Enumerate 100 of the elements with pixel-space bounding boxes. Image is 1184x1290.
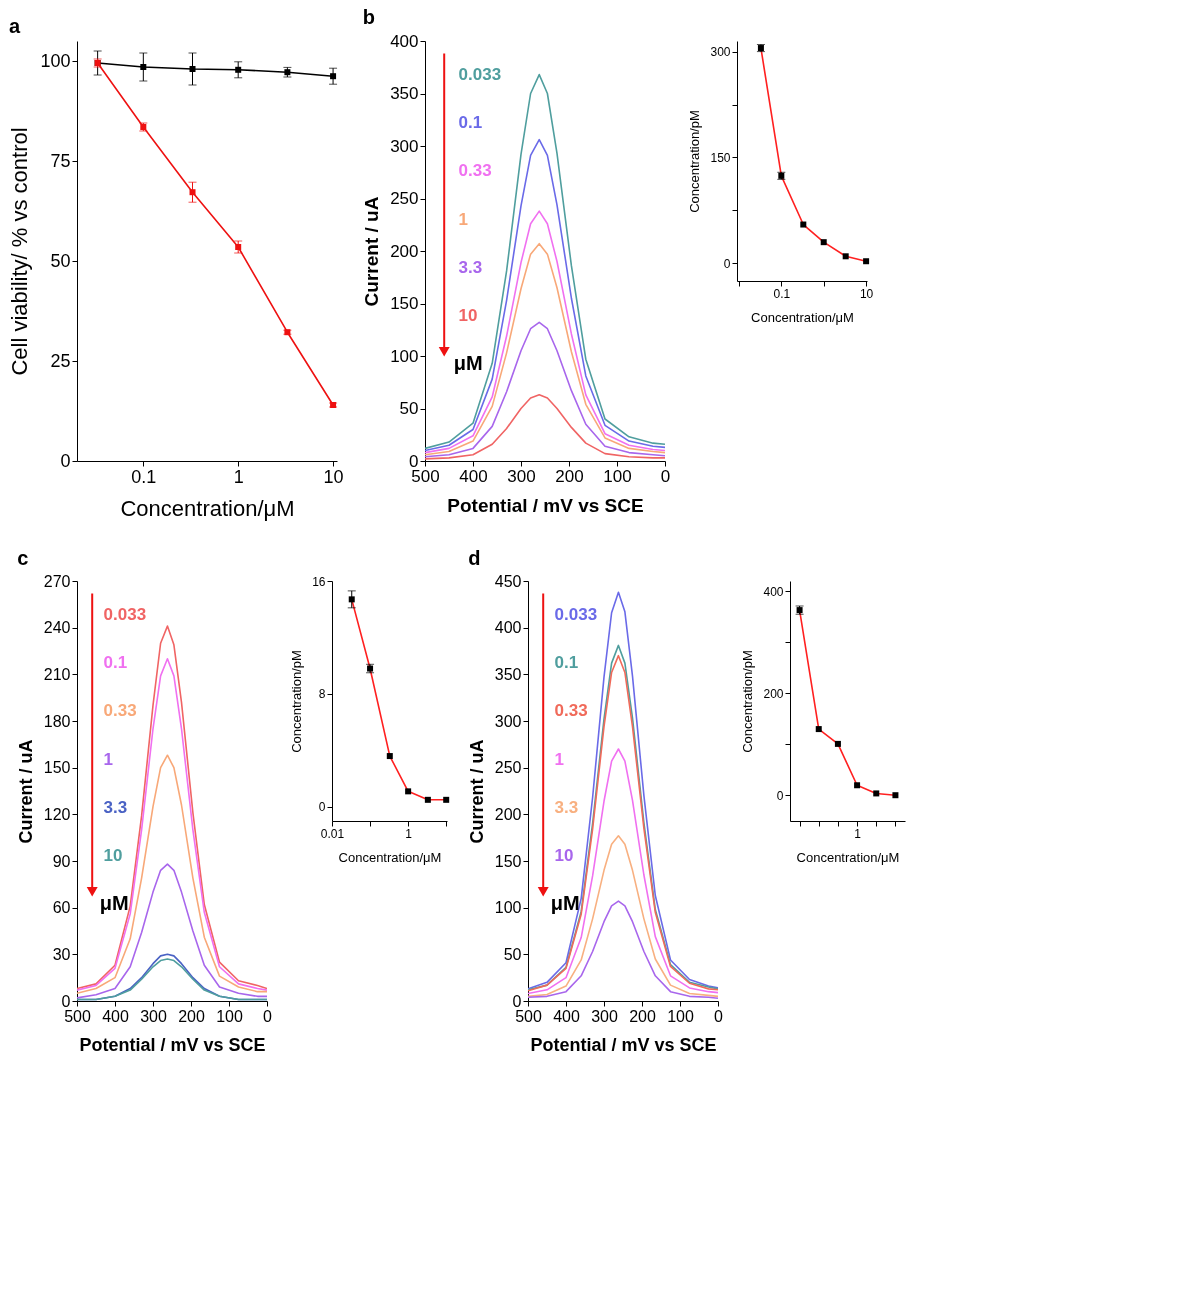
x-axis-title: Concentration/μM bbox=[751, 309, 854, 325]
point bbox=[235, 244, 242, 250]
text: 1 bbox=[103, 749, 114, 769]
point bbox=[842, 253, 849, 260]
series-label: 0.1 bbox=[554, 652, 579, 672]
y-tick-label: 0 bbox=[723, 256, 731, 271]
x-axis-title: Concentration/μM bbox=[338, 849, 442, 865]
point bbox=[854, 782, 861, 789]
text: 3.3 bbox=[103, 797, 128, 817]
y-tick-label: 180 bbox=[43, 712, 71, 730]
point bbox=[800, 221, 807, 228]
y-tick-label: 300 bbox=[390, 136, 419, 156]
x-tick-label: 500 bbox=[515, 1007, 542, 1025]
y-axis-title: Current / uA bbox=[15, 739, 36, 844]
point bbox=[235, 66, 242, 73]
y-tick-label: 75 bbox=[50, 150, 71, 171]
point bbox=[189, 66, 196, 72]
y-tick-label: 0 bbox=[61, 992, 71, 1010]
y-tick-label: 30 bbox=[52, 945, 71, 963]
x-tick-label: 0.01 bbox=[320, 826, 345, 841]
y-axis-title: Current / uA bbox=[361, 196, 383, 307]
x-tick-label: 200 bbox=[629, 1007, 656, 1025]
x-tick-label: 1 bbox=[233, 466, 244, 487]
line-series bbox=[528, 748, 718, 995]
series-label: 0.1 bbox=[103, 652, 128, 672]
x-axis-title: Concentration/μM bbox=[796, 849, 900, 865]
x-tick-label: 100 bbox=[667, 1007, 694, 1025]
y-tick-label: 100 bbox=[494, 899, 522, 917]
x-tick-label: 100 bbox=[216, 1007, 243, 1025]
y-axis-title: Concentration/pM bbox=[740, 650, 756, 753]
x-tick-label: 200 bbox=[555, 466, 584, 486]
text: 10 bbox=[458, 306, 478, 326]
y-axis-title: Concentration/pM bbox=[289, 650, 305, 753]
point bbox=[405, 788, 412, 795]
x-axis-title: Potential / mV vs SCE bbox=[447, 494, 644, 516]
y-tick-label: 100 bbox=[40, 50, 71, 71]
y-tick-label: 300 bbox=[494, 712, 522, 730]
y-tick-label: 0 bbox=[60, 450, 71, 471]
y-tick-label: 150 bbox=[390, 294, 419, 313]
x-tick-label: 0.1 bbox=[131, 466, 157, 487]
y-axis-title: Cell viability/ % vs control bbox=[7, 127, 33, 376]
line-series bbox=[425, 321, 665, 458]
chart-title: a bbox=[8, 15, 21, 37]
x-tick-label: 500 bbox=[64, 1007, 91, 1025]
point bbox=[424, 796, 431, 803]
text: 0.33 bbox=[458, 161, 492, 181]
series-label: 0.33 bbox=[554, 701, 588, 721]
point bbox=[863, 258, 870, 265]
y-tick-label: 400 bbox=[763, 584, 784, 599]
chart-title: d bbox=[468, 547, 481, 569]
y-tick-label: 350 bbox=[390, 84, 419, 103]
x-axis-title: Concentration/μM bbox=[120, 495, 295, 521]
y-tick-label: 100 bbox=[390, 346, 419, 366]
point bbox=[820, 239, 827, 246]
y-tick-label: 0 bbox=[512, 992, 522, 1010]
x-axis-title: Potential / mV vs SCE bbox=[79, 1034, 266, 1055]
text: 0.1 bbox=[458, 112, 483, 132]
y-tick-label: 0 bbox=[776, 788, 784, 803]
series-label: 0.033 bbox=[103, 604, 147, 624]
x-tick-label: 300 bbox=[591, 1007, 618, 1025]
y-tick-label: 200 bbox=[494, 805, 522, 823]
chart-title: b bbox=[362, 6, 375, 28]
y-tick-label: 400 bbox=[390, 31, 419, 51]
y-axis-title: Concentration/pM bbox=[687, 110, 703, 213]
y-tick-label: 270 bbox=[43, 572, 71, 590]
point bbox=[330, 73, 337, 80]
y-axis-title: Current / uA bbox=[466, 739, 487, 844]
y-tick-label: 150 bbox=[710, 150, 731, 165]
y-tick-label: 0 bbox=[318, 800, 326, 815]
y-tick-label: 250 bbox=[390, 189, 419, 208]
y-tick-label: 350 bbox=[494, 665, 522, 683]
point bbox=[348, 596, 355, 603]
y-tick-label: 210 bbox=[43, 665, 71, 683]
point bbox=[189, 189, 196, 196]
x-tick-label: 10 bbox=[323, 466, 344, 487]
y-tick-label: 150 bbox=[43, 759, 71, 777]
annotation: μM bbox=[99, 892, 129, 915]
y-tick-label: 120 bbox=[43, 805, 71, 823]
y-tick-label: 200 bbox=[390, 241, 419, 261]
y-tick-label: 90 bbox=[52, 852, 71, 870]
x-tick-label: 100 bbox=[603, 466, 632, 486]
text: 0.33 bbox=[103, 701, 137, 721]
line-series bbox=[77, 754, 267, 995]
annotation: μM bbox=[453, 352, 483, 375]
series-label: 0.033 bbox=[554, 604, 598, 624]
y-tick-label: 50 bbox=[50, 250, 71, 271]
y-tick-label: 50 bbox=[503, 945, 522, 963]
x-tick-label: 400 bbox=[459, 466, 488, 486]
text: 10 bbox=[554, 846, 574, 866]
y-tick-label: 16 bbox=[312, 574, 326, 589]
y-tick-label: 200 bbox=[763, 686, 784, 701]
line-series bbox=[528, 835, 718, 998]
y-tick-label: 400 bbox=[494, 619, 522, 637]
y-tick-label: 150 bbox=[494, 852, 522, 870]
x-tick-label: 400 bbox=[102, 1007, 129, 1025]
x-tick-label: 300 bbox=[140, 1007, 167, 1025]
x-tick-label: 0 bbox=[660, 466, 671, 486]
point bbox=[443, 796, 450, 803]
y-tick-label: 300 bbox=[710, 45, 731, 60]
point bbox=[834, 740, 841, 747]
